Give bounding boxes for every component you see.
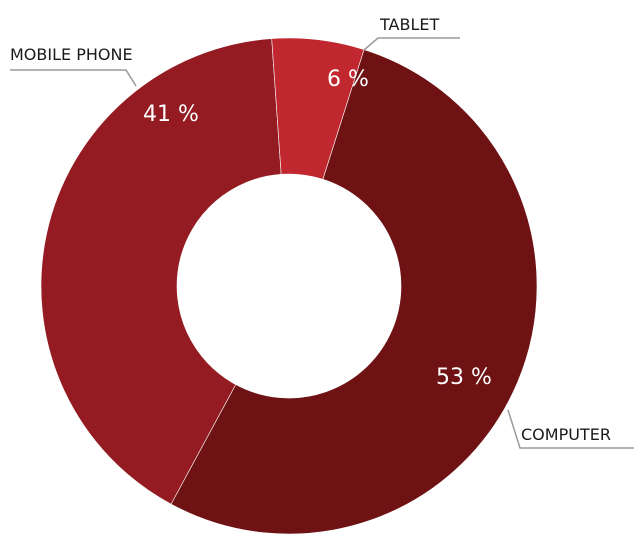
donut-slices	[40, 37, 538, 535]
data-label-mobile-phone: 41 %	[143, 102, 199, 127]
slice-computer	[170, 49, 538, 535]
category-label-tablet: TABLET	[379, 15, 439, 34]
data-label-computer: 53 %	[436, 365, 492, 390]
data-label-tablet: 6 %	[327, 67, 369, 92]
slice-mobile-phone	[40, 38, 282, 505]
leader-line-computer	[507, 409, 634, 449]
category-label-mobile-phone: MOBILE PHONE	[10, 45, 133, 64]
leader-line-tablet	[363, 37, 460, 51]
leader-line-mobile-phone	[10, 69, 137, 87]
category-label-computer: COMPUTER	[521, 425, 611, 444]
